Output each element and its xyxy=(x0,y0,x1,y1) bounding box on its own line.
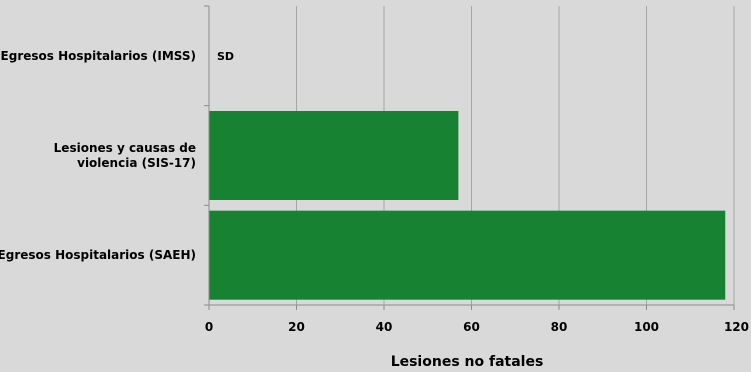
axes xyxy=(204,5,735,310)
x-tick-label: 80 xyxy=(551,320,568,334)
category-label: Lesiones y causas de violencia (SIS-17) xyxy=(54,141,196,170)
bar xyxy=(209,210,726,300)
x-tick-label: 40 xyxy=(376,320,393,334)
bar-annotation: SD xyxy=(217,50,234,63)
category-label-line: Lesiones y causas de xyxy=(54,141,196,155)
x-tick-label: 120 xyxy=(724,320,749,334)
category-label-line: Egresos Hospitalarios (IMSS) xyxy=(1,49,196,63)
x-tick-label: 100 xyxy=(634,320,659,334)
x-tick-label: 20 xyxy=(288,320,305,334)
x-tick-label: 0 xyxy=(205,320,213,334)
bar xyxy=(209,111,459,200)
category-label: Egresos Hospitalarios (SAEH) xyxy=(0,248,196,262)
category-label-line: Egresos Hospitalarios (SAEH) xyxy=(0,248,196,262)
category-label: Egresos Hospitalarios (IMSS) xyxy=(1,49,196,63)
x-axis-title: Lesiones no fatales xyxy=(391,354,544,370)
x-tick-label: 60 xyxy=(463,320,480,334)
category-labels: Egresos Hospitalarios (IMSS) Lesiones y c… xyxy=(0,49,196,262)
category-label-line: violencia (SIS-17) xyxy=(77,156,196,170)
bars: SD xyxy=(209,50,726,300)
x-tick-labels: 0 20 40 60 80 100 120 xyxy=(205,320,749,334)
